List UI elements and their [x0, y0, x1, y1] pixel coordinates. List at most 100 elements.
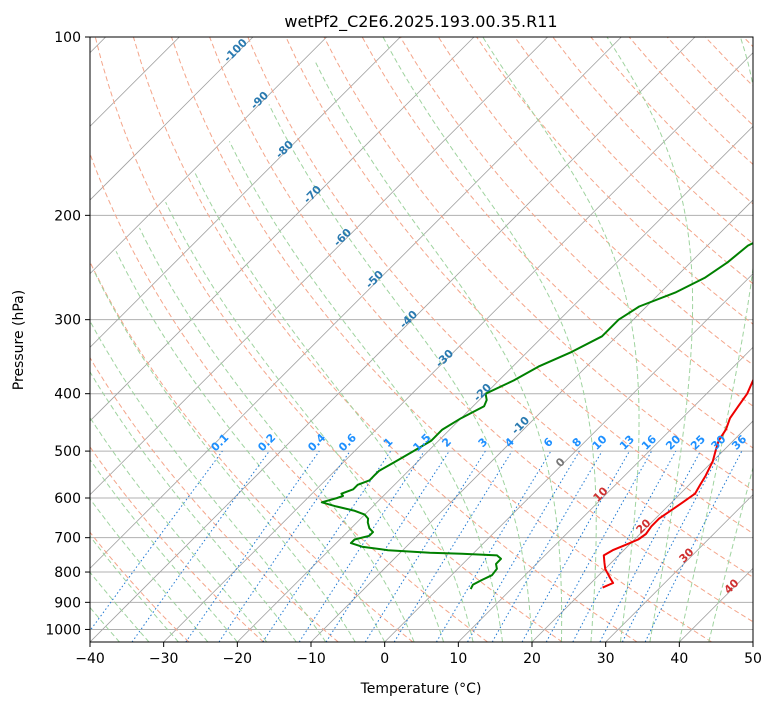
- mixing-ratio-line: [393, 450, 513, 642]
- dry-adiabat-label: -20: [471, 381, 494, 404]
- y-axis-label: Pressure (hPa): [11, 290, 27, 390]
- x-axis-ticks: −40 −30 −20 −10 0 10 20 30 40 50: [75, 642, 762, 667]
- mixing-ratio-label: 1: [381, 435, 396, 450]
- x-tick-label: 30: [597, 651, 615, 667]
- dry-adiabat-line: [514, 37, 753, 285]
- mixing-ratio-label: 4: [502, 435, 517, 450]
- y-tick-label: 100: [54, 30, 81, 46]
- dry-adiabat-line: [285, 37, 753, 535]
- moist-adiabat-line: [606, 37, 694, 642]
- x-tick-label: 0: [380, 651, 389, 667]
- isotherm-line: [90, 37, 696, 642]
- sounding-series: [320, 241, 753, 590]
- y-axis-ticks: 100 200 300 400 500 600 700 800 900 1000: [45, 30, 90, 638]
- dry-adiabat-label: -90: [248, 89, 271, 112]
- mixing-ratio-label: 13: [617, 433, 637, 453]
- dry-adiabat-label: -80: [273, 138, 296, 161]
- isotherm-line: [679, 567, 753, 642]
- mixing-ratio-line: [90, 450, 223, 632]
- dry-adiabat-line: [90, 446, 264, 642]
- mixing-ratio-line: [185, 450, 320, 642]
- dry-adiabat-line: [90, 260, 414, 642]
- moist-adiabat-line: [708, 465, 753, 642]
- moist-adiabats: [90, 37, 753, 642]
- moist-adiabat-label: 20: [634, 516, 654, 536]
- moist-adiabat-line: [90, 370, 297, 642]
- moist-adiabat-line: [482, 37, 640, 642]
- dry-adiabat-line: [247, 37, 753, 578]
- isotherm-line: [90, 37, 401, 348]
- y-tick-label: 900: [54, 595, 81, 611]
- dry-adiabat-line: [90, 152, 488, 642]
- dry-adiabat-line: [171, 37, 712, 642]
- plot-frame: [89, 36, 754, 643]
- dry-adiabat-line: [323, 37, 753, 491]
- isotherm-line: [90, 37, 548, 496]
- moist-adiabat-line: [90, 606, 120, 642]
- y-tick-label: 400: [54, 387, 81, 403]
- x-tick-label: 20: [523, 651, 541, 667]
- moist-adiabat-line: [194, 173, 474, 642]
- moist-adiabat-line: [678, 37, 753, 642]
- y-tick-label: 1000: [45, 622, 81, 638]
- moist-adiabat-line: [115, 251, 386, 642]
- isotherm-line: [163, 52, 753, 642]
- dry-adiabat-label: -30: [433, 347, 456, 370]
- y-tick-label: 800: [54, 565, 81, 581]
- moist-adiabat-line: [90, 416, 268, 642]
- mixing-ratio-label: 16: [639, 432, 659, 452]
- mixing-ratio-line: [298, 450, 425, 642]
- y-tick-label: 200: [54, 208, 81, 224]
- pressure-gridlines: [90, 37, 753, 630]
- mixing-ratio-label: 30: [709, 432, 729, 452]
- x-tick-label: −10: [296, 651, 326, 667]
- dry-adiabat-line: [90, 356, 339, 642]
- mixing-ratio-label: 3: [476, 435, 491, 450]
- moist-adiabat-line: [382, 37, 597, 642]
- x-tick-label: 40: [670, 651, 688, 667]
- moist-adiabat-line: [90, 535, 179, 642]
- dewpoint-line: [320, 241, 753, 590]
- dry-adiabat-label: -40: [397, 308, 420, 331]
- skewed-isotherms: [90, 37, 753, 642]
- y-tick-label: 300: [54, 313, 81, 329]
- x-tick-label: 10: [449, 651, 467, 667]
- mixing-ratio-label: 25: [688, 433, 708, 453]
- mixing-ratio-line: [131, 450, 270, 642]
- mixing-ratio-label: 36: [729, 432, 749, 452]
- chart-title: wetPf2_C2E6.2025.193.00.35.R11: [284, 12, 557, 32]
- moist-adiabat-line: [314, 61, 563, 642]
- moist-adiabat-line: [90, 320, 327, 642]
- isotherm-line: [90, 37, 622, 569]
- mixing-ratio-line: [521, 450, 630, 642]
- x-tick-label: 50: [744, 651, 762, 667]
- dry-adiabat-label: -100: [221, 36, 250, 65]
- dry-adiabat-line: [132, 37, 638, 642]
- isotherm-line: [90, 37, 327, 275]
- isotherm-line: [605, 494, 753, 642]
- dry-adiabat-label: -10: [509, 414, 532, 437]
- mixing-ratio-line: [325, 450, 450, 642]
- dry-adiabat-label: -50: [363, 268, 386, 291]
- mixing-ratio-lines: [90, 450, 743, 642]
- moist-adiabat-line: [90, 497, 209, 642]
- isotherm-line: [90, 37, 475, 422]
- moist-adiabat-line: [268, 104, 533, 642]
- dry-adiabat-label: -70: [301, 183, 324, 206]
- moist-adiabat-line: [90, 458, 238, 642]
- x-axis-label: Temperature (°C): [360, 681, 482, 697]
- y-tick-label: 700: [54, 531, 81, 547]
- dry-adiabat-line: [209, 37, 753, 623]
- dry-adiabat-line: [361, 37, 753, 449]
- dry-adiabat-line: [437, 37, 753, 366]
- moist-adiabat-label: 10: [591, 484, 611, 504]
- dry-adiabat-line: [90, 531, 190, 642]
- moist-adiabat-line: [139, 227, 415, 642]
- x-tick-label: −20: [223, 651, 253, 667]
- mixing-ratio-line: [545, 450, 653, 642]
- isotherm-line: [752, 641, 753, 642]
- moist-adiabat-label: 0: [553, 455, 568, 470]
- dry-adiabat-label: -60: [331, 226, 354, 249]
- dry-adiabat-line: [743, 37, 753, 48]
